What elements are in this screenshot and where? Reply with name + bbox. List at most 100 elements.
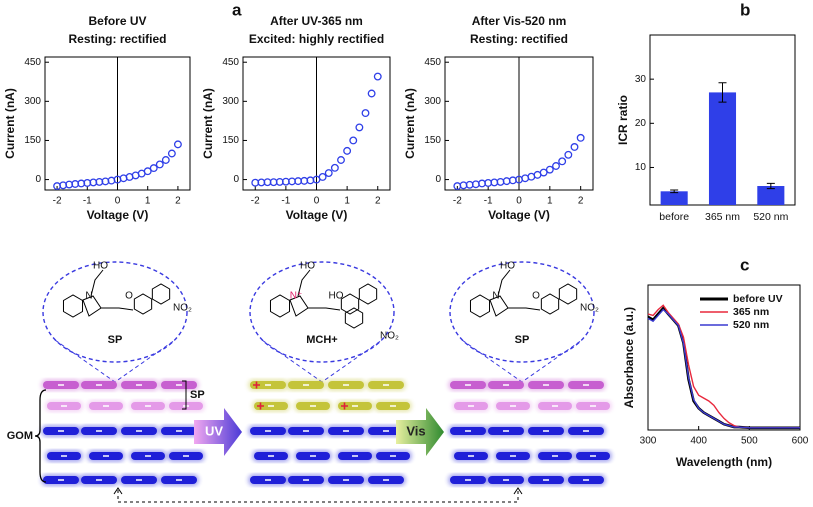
x-tick-label: 2 <box>375 196 381 207</box>
molecule-bubble <box>249 261 395 363</box>
charge <box>341 402 348 410</box>
atom-label: N <box>492 291 499 302</box>
data-point <box>558 157 567 166</box>
x-tick-label: 2 <box>578 196 584 207</box>
data-point <box>367 89 376 98</box>
atom-label: NO₂ <box>380 331 399 342</box>
x-tick-label: -2 <box>251 196 260 207</box>
atom-label: NO₂ <box>173 303 192 314</box>
x-tick-label: 1 <box>344 196 350 207</box>
data-point <box>149 164 158 173</box>
data-point <box>576 133 585 142</box>
bonds <box>82 269 134 317</box>
atom-label: HO <box>329 291 344 302</box>
arrow-label: UV <box>205 423 223 438</box>
plot-frame <box>647 284 801 431</box>
x-tick-label: before <box>659 211 689 223</box>
cycle-arrowhead <box>513 487 523 495</box>
atom-label: N⁺ <box>290 291 303 302</box>
x-axis-title: Voltage (V) <box>286 208 348 222</box>
data-point <box>564 150 573 159</box>
data-point <box>337 156 345 164</box>
bonds <box>489 269 541 317</box>
bar <box>708 92 737 205</box>
y-tick-label: 450 <box>222 57 239 68</box>
legend-label: 520 nm <box>733 319 769 331</box>
bonds <box>289 269 341 317</box>
molecule-name: MCH+ <box>306 334 337 346</box>
chart-subtitle: Excited: highly rectified <box>249 32 384 46</box>
ring <box>133 293 153 315</box>
zoom-lines <box>54 339 176 383</box>
y-tick-label: 450 <box>24 57 41 68</box>
data-point <box>143 167 152 176</box>
series-line <box>647 306 800 430</box>
x-tick-label: 520 nm <box>753 211 788 223</box>
x-tick-label: 2 <box>175 196 181 207</box>
y-tick-label: 300 <box>424 96 441 107</box>
x-axis-title: Wavelength (nm) <box>676 455 772 469</box>
x-tick-label: 1 <box>547 196 553 207</box>
bar <box>660 191 688 205</box>
data-point <box>355 123 364 132</box>
cycle-arrowhead <box>113 487 123 495</box>
ring <box>469 294 491 318</box>
panel-label: c <box>740 255 749 274</box>
chart-title: Before UV <box>88 14 146 28</box>
y-tick-label: 450 <box>424 57 441 68</box>
data-point <box>167 149 176 158</box>
x-tick-label: -1 <box>281 196 290 207</box>
arrow-label: Vis <box>406 423 425 438</box>
data-point <box>349 136 358 145</box>
y-axis-title: Current (nA) <box>201 88 215 159</box>
y-tick-label: 0 <box>233 174 239 185</box>
y-tick-label: 150 <box>222 135 239 146</box>
y-tick-label: 300 <box>222 96 239 107</box>
data-point <box>161 156 170 164</box>
y-axis-title: Current (nA) <box>403 88 417 159</box>
chart-subtitle: Resting: rectified <box>470 32 568 46</box>
error-bar <box>766 182 775 190</box>
atom-label: HO <box>500 261 515 272</box>
data-point <box>330 163 339 172</box>
x-tick-label: 0 <box>115 196 121 207</box>
y-tick-label: 30 <box>635 74 647 85</box>
data-point <box>361 109 370 118</box>
atom-label: O <box>125 291 133 302</box>
bar <box>757 186 785 205</box>
ring <box>340 293 360 315</box>
data-point <box>324 169 333 177</box>
charge <box>257 402 264 410</box>
x-tick-label: 300 <box>640 436 657 447</box>
chart-title: After Vis-520 nm <box>472 14 566 28</box>
y-axis-title: Current (nA) <box>3 88 17 159</box>
panel-label: a <box>232 0 242 19</box>
series-line <box>647 308 800 429</box>
zoom-lines <box>261 339 383 383</box>
y-tick-label: 300 <box>24 96 41 107</box>
x-tick-label: -2 <box>453 196 462 207</box>
gom-brace <box>34 389 47 483</box>
ring <box>269 294 291 318</box>
layer-label: SP <box>190 389 205 401</box>
y-tick-label: 10 <box>635 162 647 173</box>
y-tick-label: 20 <box>635 118 647 129</box>
ring <box>151 283 171 305</box>
cycle-line <box>117 490 519 503</box>
atom-label: N <box>85 291 92 302</box>
ring <box>344 307 364 329</box>
data-point <box>373 72 382 81</box>
ring <box>540 293 560 315</box>
x-axis-title: Voltage (V) <box>488 208 550 222</box>
y-axis-title: ICR ratio <box>616 95 630 145</box>
molecule-bubble <box>42 261 188 363</box>
ring <box>62 294 84 318</box>
atom-label: HO <box>93 261 108 272</box>
error-bar <box>718 82 727 103</box>
molecule-name: SP <box>515 334 530 346</box>
layer-label: GOM <box>7 430 33 442</box>
x-axis-title: Voltage (V) <box>87 208 149 222</box>
legend-label: before UV <box>733 293 783 305</box>
x-tick-label: 600 <box>792 436 809 447</box>
